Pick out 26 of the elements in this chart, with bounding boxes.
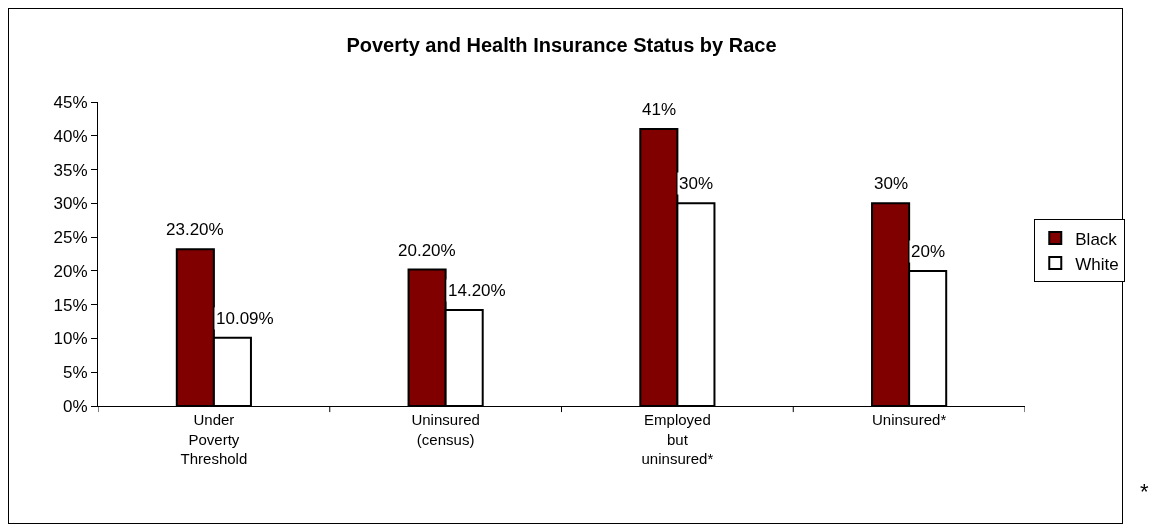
y-tick-label: 15% — [53, 295, 88, 315]
y-tick-label: 5% — [63, 363, 88, 383]
data-label: 23.20% — [166, 220, 224, 239]
data-label: 20% — [911, 242, 946, 261]
y-tick-label: 0% — [63, 396, 88, 416]
data-label: 30% — [874, 174, 909, 193]
y-tick-label: 30% — [53, 194, 88, 214]
legend-label: Black — [1075, 229, 1118, 249]
y-tick-label: 20% — [53, 261, 88, 281]
x-tick-label: Under Poverty Threshold — [180, 411, 248, 467]
legend-label: White — [1075, 254, 1119, 274]
y-tick-label: 10% — [53, 329, 88, 349]
y-tick-label: 25% — [53, 228, 88, 248]
data-label: 41% — [642, 100, 677, 119]
data-label: 14.20% — [448, 281, 506, 300]
data-label: 20.20% — [398, 241, 456, 260]
y-tick-label: 45% — [53, 92, 88, 112]
x-tick-label: Uninsured* — [872, 411, 947, 428]
data-label: 30% — [679, 174, 714, 193]
y-tick-label: 35% — [53, 160, 88, 180]
y-tick-label: 40% — [53, 126, 88, 146]
data-label: 10.09% — [216, 309, 274, 328]
x-tick-label: Employed but uninsured* — [641, 411, 714, 467]
chart-title: Poverty and Health Insurance Status by Race — [346, 34, 777, 57]
text: * — [1140, 479, 1149, 504]
x-tick-label: Uninsured (census) — [411, 411, 480, 448]
